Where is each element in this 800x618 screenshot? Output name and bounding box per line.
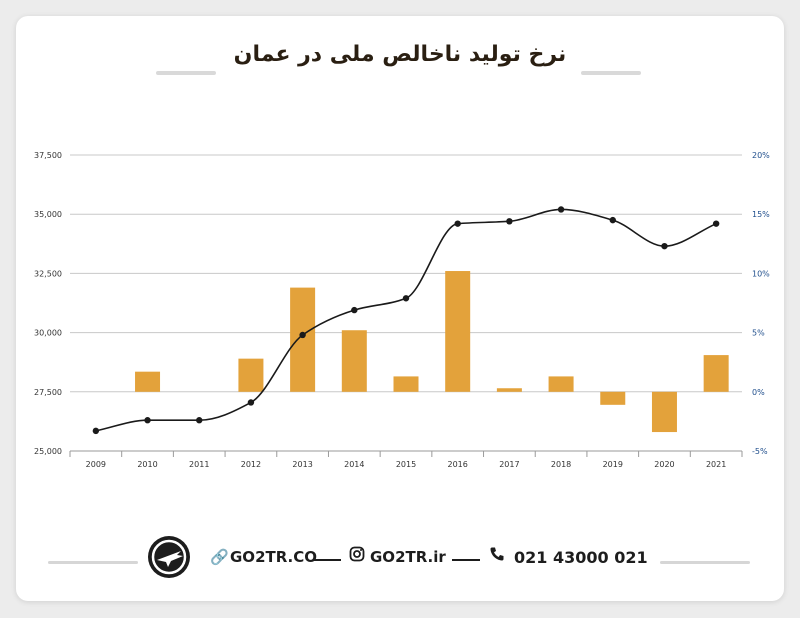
x-tick-label: 2018 — [551, 460, 571, 469]
bar — [548, 376, 574, 392]
bar — [290, 287, 316, 392]
bar — [445, 271, 471, 392]
footer-separator — [313, 559, 341, 561]
instagram-icon — [349, 546, 365, 566]
instagram-handle[interactable]: GO2TR.ir — [370, 548, 446, 566]
title-wrap: نرخ تولید ناخالص ملی در عمان — [16, 42, 784, 67]
footer: 🔗 GO2TR.CO GO2TR.ir 021 43000 021 — [0, 534, 800, 580]
y-right-tick-label: 20% — [752, 151, 770, 160]
x-tick-label: 2020 — [654, 460, 674, 469]
line-point — [557, 206, 565, 213]
title-rule-left — [156, 71, 216, 75]
y-axis-right: -5% 0% 5% 10% 15% 20% — [752, 151, 770, 456]
line-point — [144, 417, 151, 424]
y-right-tick-label: 10% — [752, 269, 770, 278]
chart-title: نرخ تولید ناخالص ملی در عمان — [233, 42, 567, 67]
y-left-tick-label: 35,000 — [34, 210, 62, 219]
chart-card: نرخ تولید ناخالص ملی در عمان — [16, 16, 784, 601]
phone-icon — [489, 546, 505, 566]
y-left-tick-label: 37,500 — [34, 151, 62, 160]
line-point — [299, 331, 306, 339]
y-left-tick-label: 27,500 — [34, 388, 62, 397]
footer-rule-right — [660, 561, 750, 564]
x-axis-labels: 2009 2010 2011 2012 2013 2014 2015 2016 2017 2018… — [86, 460, 727, 469]
y-axis-left: 25,000 27,500 30,000 32,500 35,000 37,500 — [34, 151, 62, 456]
x-tick-label: 2012 — [241, 460, 261, 469]
x-tick-label: 2013 — [292, 460, 312, 469]
phone-number[interactable]: 021 43000 021 — [514, 548, 648, 567]
x-tick-label: 2016 — [448, 460, 468, 469]
link-icon: 🔗 — [210, 548, 229, 566]
footer-separator — [452, 559, 480, 561]
y-right-tick-label: 15% — [752, 210, 770, 219]
line-point — [247, 399, 255, 406]
grid-lines — [70, 154, 742, 452]
bar — [393, 376, 419, 392]
title-rule-right — [581, 71, 641, 75]
x-tick-label: 2011 — [189, 460, 209, 469]
website-link[interactable]: GO2TR.CO — [230, 548, 318, 566]
line-point — [351, 306, 358, 314]
line-point — [402, 295, 410, 302]
x-tick-label: 2019 — [603, 460, 623, 469]
line-point — [609, 216, 616, 224]
bar — [238, 358, 264, 392]
bar-series — [135, 271, 729, 433]
x-tick-label: 2015 — [396, 460, 416, 469]
go2tr-logo-icon — [148, 536, 190, 578]
y-left-tick-label: 30,000 — [34, 329, 62, 338]
bar — [703, 355, 729, 392]
line-point — [92, 427, 100, 435]
line-point — [196, 417, 203, 424]
x-axis — [69, 451, 743, 457]
bar — [496, 388, 522, 392]
y-left-tick-label: 32,500 — [34, 269, 62, 278]
bar — [651, 391, 677, 433]
y-right-tick-label: -5% — [752, 447, 768, 456]
bar — [600, 391, 626, 405]
y-left-tick-label: 25,000 — [34, 447, 62, 456]
y-right-tick-label: 5% — [752, 329, 765, 338]
x-tick-label: 2009 — [86, 460, 106, 469]
footer-rule-left — [48, 561, 138, 564]
line-point — [712, 220, 720, 227]
bar — [135, 371, 161, 392]
x-tick-label: 2017 — [499, 460, 519, 469]
line-point — [661, 242, 668, 250]
line-point — [454, 220, 461, 227]
x-tick-label: 2014 — [344, 460, 364, 469]
bar — [341, 330, 367, 392]
line-point — [506, 218, 513, 225]
x-tick-label: 2021 — [706, 460, 726, 469]
y-right-tick-label: 0% — [752, 388, 765, 397]
x-tick-label: 2010 — [137, 460, 157, 469]
line-series — [92, 206, 720, 435]
